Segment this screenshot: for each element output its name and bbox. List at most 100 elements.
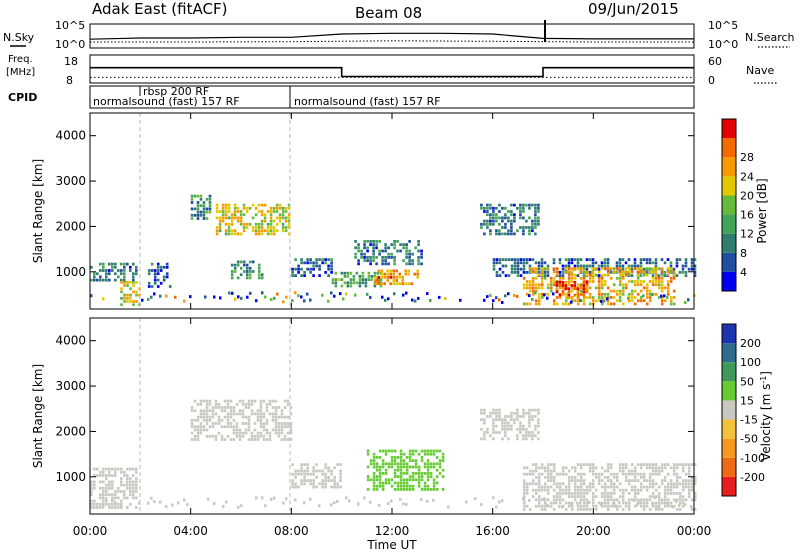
data-cell	[573, 495, 577, 498]
data-cell	[207, 497, 210, 501]
data-cell	[528, 415, 531, 418]
data-cell	[111, 498, 114, 502]
data-cell	[402, 478, 406, 482]
data-cell	[480, 203, 483, 207]
data-cell	[289, 425, 293, 429]
data-cell	[102, 505, 105, 509]
data-cell	[135, 300, 138, 303]
data-cell	[352, 281, 356, 285]
data-cell	[693, 463, 697, 466]
data-cell	[579, 495, 583, 498]
data-cell	[480, 503, 483, 507]
data-cell	[669, 270, 673, 274]
data-cell	[648, 289, 652, 293]
data-cell	[615, 292, 619, 296]
data-cell	[90, 506, 93, 509]
data-cell	[561, 280, 565, 284]
data-cell	[648, 267, 652, 271]
data-cell	[408, 478, 412, 482]
data-cell	[196, 204, 200, 208]
velocity-cbar-tick: -15	[740, 414, 758, 427]
data-cell	[251, 260, 255, 264]
data-cell	[537, 292, 541, 296]
data-cell	[380, 269, 383, 273]
data-cell	[564, 488, 568, 492]
data-cell	[220, 418, 224, 422]
data-cell	[642, 258, 646, 261]
data-cell	[522, 411, 525, 415]
data-cell	[549, 280, 553, 283]
data-cell	[690, 267, 694, 271]
data-cell	[522, 261, 526, 265]
data-cell	[609, 472, 613, 476]
data-cell	[373, 271, 377, 275]
data-cell	[426, 488, 430, 491]
data-cell	[573, 267, 577, 271]
data-cell	[597, 289, 601, 293]
data-cell	[633, 264, 637, 268]
data-cell	[306, 463, 309, 466]
data-cell	[630, 264, 634, 268]
data-cell	[594, 466, 598, 470]
data-cell	[597, 292, 601, 296]
data-cell	[654, 283, 658, 287]
data-cell	[358, 284, 362, 288]
data-cell	[645, 289, 649, 293]
data-cell	[672, 485, 676, 489]
data-cell	[132, 278, 135, 282]
data-cell	[606, 261, 610, 265]
data-cell	[156, 272, 160, 276]
velocity-cbar-swatch	[722, 343, 736, 363]
data-cell	[549, 469, 553, 473]
data-cell	[633, 492, 637, 495]
data-cell	[531, 408, 534, 412]
data-cell	[651, 485, 655, 489]
data-cell	[420, 252, 423, 256]
data-cell	[376, 271, 380, 275]
data-cell	[636, 280, 640, 283]
data-cell	[501, 216, 504, 220]
power-cbar-tick: 28	[740, 151, 754, 164]
data-cell	[202, 428, 206, 432]
data-cell	[271, 399, 275, 403]
data-cell	[339, 485, 342, 489]
data-cell	[540, 504, 544, 508]
data-cell	[242, 263, 246, 267]
data-cell	[280, 425, 284, 429]
data-cell	[441, 456, 445, 459]
data-cell	[657, 492, 661, 495]
data-cell	[627, 501, 631, 505]
data-cell	[414, 478, 418, 482]
data-cell	[678, 501, 682, 505]
data-cell	[405, 481, 409, 485]
data-cell	[384, 468, 388, 472]
data-cell	[300, 258, 303, 261]
data-cell	[498, 222, 501, 226]
data-cell	[402, 452, 406, 456]
data-cell	[147, 272, 151, 276]
data-cell	[675, 466, 679, 470]
data-cell	[627, 292, 631, 296]
data-cell	[552, 261, 556, 265]
power-cbar-swatch	[722, 233, 736, 253]
data-cell	[606, 466, 610, 470]
data-cell	[393, 262, 396, 266]
data-cell	[260, 219, 264, 223]
data-cell	[498, 500, 501, 504]
ytick-label: 1000	[55, 265, 86, 279]
data-cell	[666, 286, 670, 290]
velocity-cbar-swatch	[722, 476, 736, 496]
data-cell	[411, 449, 415, 453]
data-cell	[245, 270, 249, 273]
data-cell	[621, 488, 625, 492]
data-cell	[567, 302, 571, 306]
data-cell	[633, 469, 637, 473]
data-cell	[111, 480, 114, 484]
data-cell	[372, 478, 376, 482]
data-cell	[537, 476, 541, 479]
data-cell	[395, 275, 398, 279]
data-cell	[244, 431, 248, 435]
data-cell	[675, 264, 679, 268]
data-cell	[492, 437, 495, 441]
data-cell	[588, 508, 592, 511]
